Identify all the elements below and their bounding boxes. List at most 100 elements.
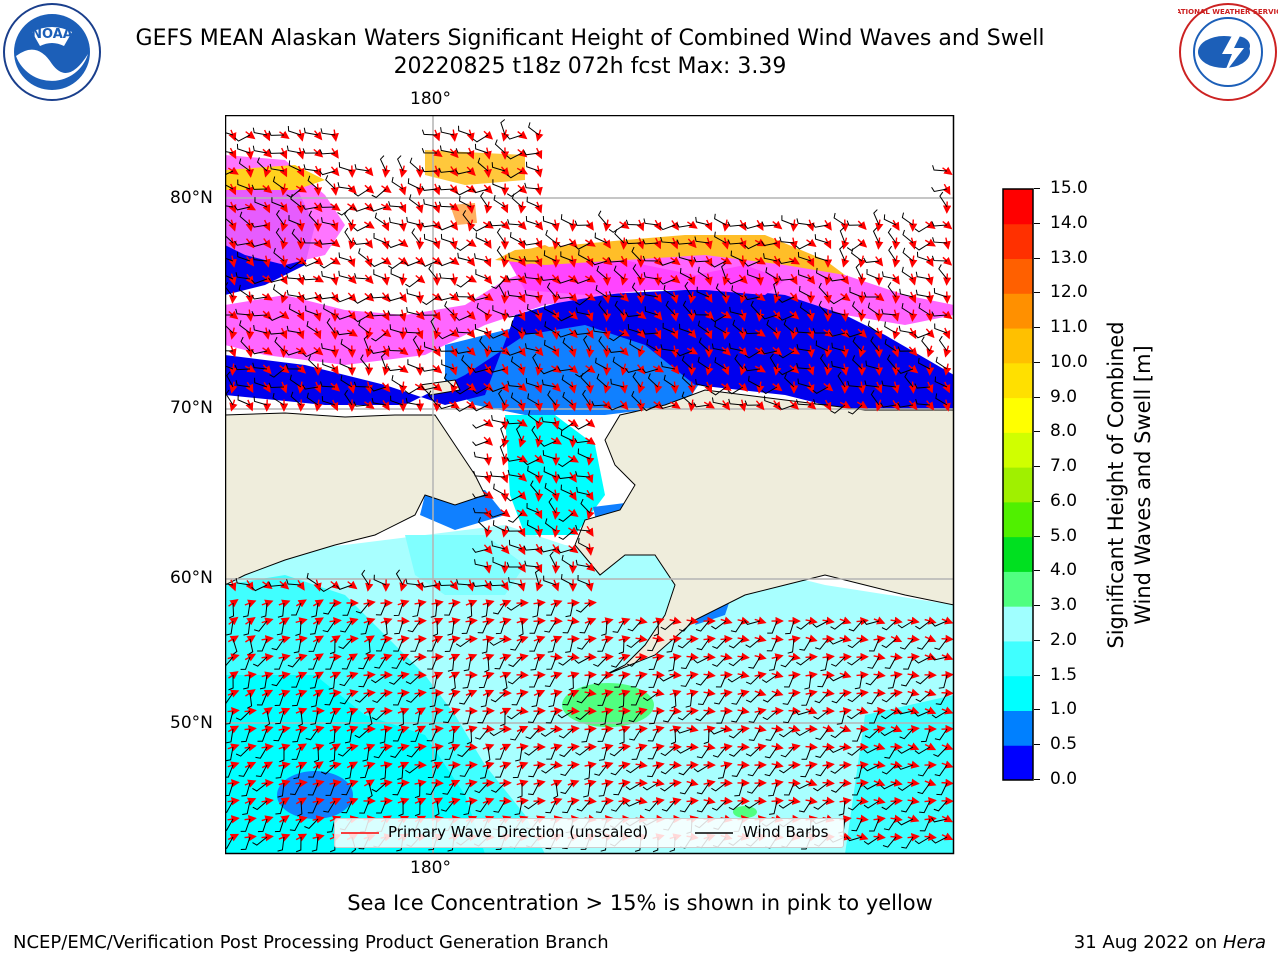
wave-arrow <box>721 237 730 250</box>
wind-barb <box>455 291 472 298</box>
wind-barb <box>411 228 421 244</box>
wind-barb <box>225 257 234 262</box>
colorbar-tick: 7.0 <box>1034 456 1077 476</box>
wind-barb <box>574 220 591 226</box>
wind-barb <box>543 250 557 262</box>
colorbar-segment <box>1003 536 1033 572</box>
wind-barb <box>931 255 948 262</box>
colorbar-segment <box>1003 710 1033 746</box>
colorbar-segment <box>1003 223 1033 260</box>
colorbar-label-line2: Wind Waves and Swell [m] <box>1131 345 1155 625</box>
wind-barb <box>574 242 591 250</box>
colorbar-tick: 5.0 <box>1034 526 1077 546</box>
wind-barb <box>423 233 438 244</box>
wind-barb <box>225 184 234 190</box>
wind-barb <box>273 247 285 262</box>
wind-barb <box>660 237 676 244</box>
colorbar-tick: 12.0 <box>1034 282 1088 302</box>
wind-barb <box>319 260 336 269</box>
wind-barb <box>872 227 880 244</box>
wind-barb <box>594 232 608 244</box>
wave-arrow <box>381 237 390 250</box>
wind-barb <box>625 219 642 226</box>
wind-barb <box>286 289 302 298</box>
wind-barb <box>727 278 744 285</box>
wind-barb <box>480 191 489 208</box>
wind-barb <box>560 251 574 262</box>
wind-barb <box>438 295 455 301</box>
colorbar-tick: 9.0 <box>1034 387 1077 407</box>
wave-arrow <box>534 237 543 250</box>
wind-barb <box>642 255 659 262</box>
wind-barb <box>881 271 897 280</box>
wind-barb <box>254 197 268 208</box>
wind-barb <box>388 201 404 208</box>
colorbar-segment <box>1003 745 1033 781</box>
wind-barb <box>846 220 863 226</box>
colorbar-segment <box>1003 362 1033 399</box>
wind-barb <box>319 239 336 245</box>
wind-barb <box>932 237 948 244</box>
wind-barb <box>225 150 234 154</box>
wind-barb <box>409 157 421 172</box>
wind-barb <box>763 253 778 262</box>
wind-barb <box>839 227 846 244</box>
wave-arrow <box>432 237 441 250</box>
wind-barb <box>285 260 302 270</box>
wind-barb <box>421 166 438 173</box>
lat-label-60: 60°N <box>170 568 213 588</box>
wind-barb <box>390 268 404 280</box>
wind-barb <box>319 202 336 208</box>
wind-barb <box>526 161 540 172</box>
wind-barb <box>457 252 472 262</box>
wind-barb <box>888 245 897 262</box>
wind-barb <box>319 170 336 176</box>
wind-barb <box>438 201 455 208</box>
bottom-longitude-label: 180° <box>410 858 451 878</box>
wind-barb <box>474 143 489 154</box>
wind-barb <box>286 145 302 154</box>
colorbar-segment <box>1003 467 1033 503</box>
wind-barb <box>391 176 404 190</box>
wind-barb <box>275 209 285 226</box>
wind-barb <box>455 169 472 175</box>
wind-barb <box>509 231 523 244</box>
barb-legend-label: Wind Barbs <box>743 823 829 841</box>
noaa-logo-text: NOAA <box>31 27 73 42</box>
wave-arrow <box>552 237 561 250</box>
wind-barb <box>428 264 438 280</box>
wind-barb <box>387 260 404 270</box>
chart-subtitle: 20220825 t18z 072h fcst Max: 3.39 <box>393 54 787 79</box>
wind-barb <box>814 234 829 244</box>
land-siberia <box>225 412 486 586</box>
wind-barb <box>507 290 523 298</box>
nws-logo: NATIONAL WEATHER SERVICE <box>1178 3 1278 101</box>
wind-barb <box>798 269 812 280</box>
wind-barb <box>693 256 710 263</box>
wind-barb <box>679 268 693 280</box>
wind-barb <box>302 295 319 301</box>
wind-barb <box>761 221 778 227</box>
wind-barb <box>455 242 472 252</box>
wind-barb <box>659 278 676 285</box>
wind-barb <box>523 150 540 156</box>
wind-barb <box>829 276 846 282</box>
wind-barb <box>421 260 438 267</box>
wind-barb <box>423 198 438 208</box>
wind-barb <box>319 294 336 300</box>
wind-barb <box>642 239 659 245</box>
wave-field-blue-patch <box>277 771 353 819</box>
barb-legend-line <box>695 832 733 834</box>
wind-barb <box>938 264 948 280</box>
wind-barb <box>714 231 727 244</box>
wind-barb <box>597 210 608 226</box>
colorbar-tick: 1.5 <box>1034 665 1077 685</box>
wind-barb <box>916 251 931 262</box>
wind-barb <box>491 162 506 172</box>
wind-barb <box>225 211 234 226</box>
footer-date: 31 Aug 2022 on Hera <box>1074 932 1266 953</box>
wind-barb <box>438 185 455 191</box>
wind-barb <box>676 222 693 228</box>
wave-arrow <box>823 237 832 250</box>
wind-barb <box>251 184 268 190</box>
